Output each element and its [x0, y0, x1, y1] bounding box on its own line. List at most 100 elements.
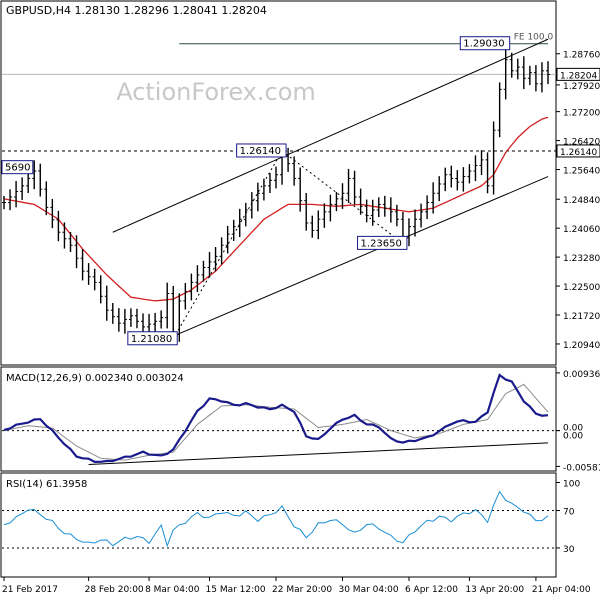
ohlc-bar: [261, 178, 266, 201]
price-tick-label: 1.24060: [563, 225, 600, 235]
ohlc-bar: [358, 188, 363, 215]
rsi-panel-frame: [0, 472, 557, 578]
ohlc-bar: [62, 222, 67, 249]
ohlc-bar: [364, 199, 369, 223]
price-annotation-label: 1.23650: [361, 238, 402, 249]
ohlc-bar: [539, 62, 544, 93]
price-tick-label: 1.23280: [563, 254, 600, 264]
price-annotation-label: 1.26140: [240, 146, 281, 157]
x-tick-label: 13 Apr 20:00: [465, 585, 524, 595]
price-tick-label: 1.28760: [563, 51, 600, 61]
ohlc-bar: [267, 173, 272, 193]
ohlc-bar: [310, 215, 315, 238]
price-tag-label: 1.26140: [560, 148, 597, 158]
price-tick-label: 1.25640: [563, 167, 600, 177]
ohlc-bar: [479, 150, 484, 176]
moving-average-line: [3, 116, 549, 302]
price-tick-label: 1.27200: [563, 109, 600, 119]
ohlc-bar: [328, 194, 333, 222]
fe-label: FE 100.0: [514, 33, 554, 43]
price-tick-label: 1.20940: [563, 341, 600, 351]
price-annotation-label: 1.29030: [463, 39, 504, 50]
ohlc-bar: [443, 167, 448, 192]
ohlc-bar: [255, 182, 260, 212]
macd-tick-label: -0.005819: [563, 463, 600, 473]
ohlc-bar: [14, 181, 19, 208]
ohlc-bar: [491, 121, 496, 195]
ohlc-bar: [346, 168, 351, 203]
price-tick-label: 1.22500: [563, 283, 600, 293]
ohlc-bar: [394, 204, 399, 227]
channel-line: [112, 38, 549, 233]
ohlc-bar: [322, 203, 327, 228]
macd-tick-label: 0.00: [563, 424, 583, 434]
ohlc-bar: [509, 52, 514, 78]
ohlc-bar: [225, 225, 230, 254]
ohlc-bar: [503, 49, 508, 100]
x-tick-label: 6 Apr 12:00: [405, 585, 458, 595]
price-annotation-box: [1, 160, 34, 175]
ohlc-bar: [249, 192, 254, 219]
ohlc-bar: [376, 197, 381, 218]
ohlc-bar: [219, 237, 224, 265]
ohlc-bar: [388, 197, 393, 223]
price-panel-frame: [0, 0, 557, 366]
ohlc-bar: [68, 232, 73, 252]
ohlc-bar: [274, 166, 278, 189]
ohlc-bar: [231, 219, 236, 241]
ohlc-bar: [237, 208, 242, 238]
ohlc-bar: [455, 170, 460, 191]
price-annotation-box: [357, 235, 408, 250]
ohlc-bar: [74, 235, 79, 269]
x-tick-label: 21 Feb 2017: [2, 585, 58, 595]
price-tick-label: 1.24840: [563, 196, 600, 206]
price-tick-label: 1.21720: [563, 312, 600, 322]
price-layer: 1.28760 1.27920 1.27200 1.26420 1.25640 1.248…: [1, 33, 600, 351]
rsi-tick-label: 30: [563, 545, 575, 555]
price-annotation-box: [127, 331, 178, 346]
ohlc-bar: [304, 192, 309, 231]
ohlc-bar: [370, 199, 375, 226]
watermark-text: ActionForex.com: [116, 78, 316, 106]
ohlc-bar: [425, 195, 430, 219]
price-annotation-label: 1.21080: [131, 334, 172, 345]
ohlc-bar: [201, 260, 206, 282]
ohlc-bar: [419, 203, 424, 228]
ohlc-bar: [183, 283, 188, 310]
rsi-tick-label: 100: [563, 479, 580, 489]
ohlc-bar: [116, 308, 121, 332]
macd-layer: 0.009367 0.000.00 -0.005819: [2, 370, 600, 473]
ohlc-bar: [80, 249, 85, 281]
rsi-layer: 100 70 30: [2, 479, 580, 555]
x-tick-label: 30 Mar 04:00: [338, 585, 398, 595]
ohlc-bar: [195, 265, 200, 293]
ohlc-bar: [50, 199, 55, 229]
ohlc-bar: [485, 152, 490, 194]
rsi-tick-label: 70: [563, 508, 575, 518]
macd-label: MACD(12,26,9) 0.002340 0.003024: [6, 373, 184, 384]
ohlc-bar: [437, 176, 442, 202]
ohlc-bar: [467, 164, 472, 184]
ohlc-bar: [38, 163, 43, 197]
macd-tick-label: 0.00: [563, 432, 583, 442]
ohlc-bar: [497, 82, 502, 138]
ohlc-bar: [86, 263, 91, 285]
ohlc-bar: [515, 58, 520, 80]
price-tag-label: 1.28204: [560, 71, 597, 81]
price-tick-label: 1.27920: [563, 82, 600, 92]
ohlc-bar: [44, 181, 49, 216]
ohlc-bar: [207, 251, 212, 278]
price-tag-box: [556, 67, 600, 81]
ohlc-bar: [546, 61, 550, 85]
ohlc-bar: [98, 275, 103, 304]
rsi-label: RSI(14) 61.3958: [6, 479, 87, 490]
ohlc-bar: [213, 247, 218, 272]
ohlc-bar: [32, 160, 37, 190]
ohlc-bar: [2, 195, 6, 210]
ohlc-bar: [92, 268, 97, 291]
ohlc-bar: [292, 156, 297, 186]
rsi-line: [3, 490, 549, 548]
ohlc-bar: [110, 303, 115, 324]
macd-line: [3, 373, 549, 464]
